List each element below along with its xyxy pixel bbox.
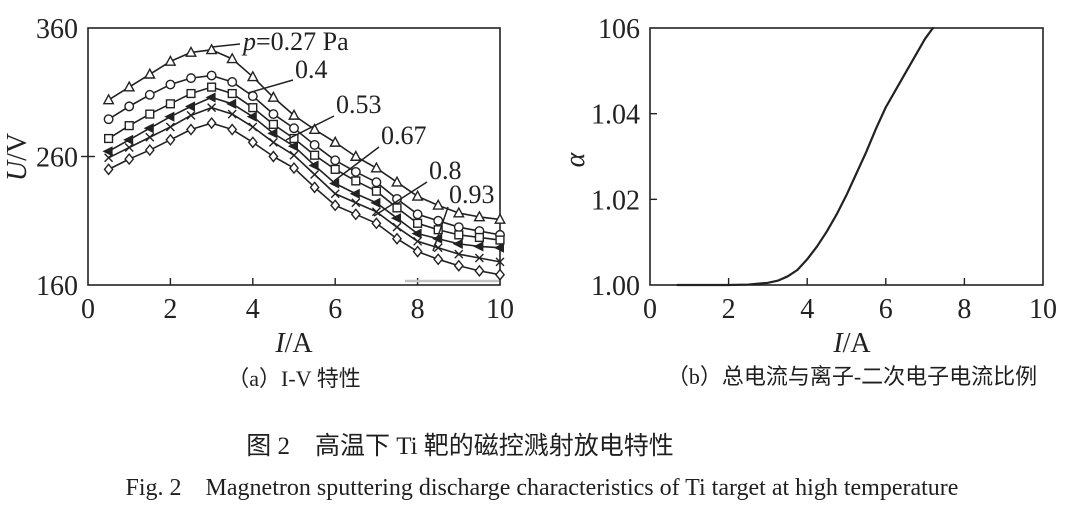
x-tick-label: 2: [163, 294, 177, 325]
series-alpha-curve: [676, 26, 935, 287]
panel-a-caption: （a）I-V 特性: [227, 366, 361, 391]
x-tick-label: 8: [411, 294, 425, 325]
y-tick-label: 160: [36, 271, 78, 302]
panel-b-caption: （b）总电流与离子-二次电子电流比例: [666, 364, 1038, 389]
x-tick-label: 8: [957, 294, 971, 325]
series-label-p-0-27-pa: p=0.27 Pa: [241, 27, 349, 56]
y-tick-label: 1.02: [591, 185, 640, 216]
x-tick-label: 6: [879, 294, 893, 325]
x-tick-label: 2: [722, 294, 736, 325]
figure-caption-chinese: 图 2 高温下 Ti 靶的磁控溅射放电特性: [246, 433, 674, 460]
y-tick-label: 360: [36, 14, 78, 45]
y-tick-label: 1.04: [591, 100, 640, 131]
x-tick-label: 4: [800, 294, 814, 325]
x-axis-title: I/A: [274, 328, 313, 359]
y-axis-title: α: [560, 151, 591, 167]
y-tick-label: 106: [598, 14, 640, 45]
x-axis-title: I/A: [832, 328, 871, 359]
x-tick-label: 0: [643, 294, 657, 325]
x-tick-label: 10: [1029, 294, 1057, 325]
axes: 0 2 4 6 8 10 1.00 1.02 1.04 106: [591, 14, 1057, 325]
series-0-67: [102, 92, 504, 253]
axes: 0 2 4 6 8 10 160 260 360: [36, 14, 514, 325]
series-label-0-4: 0.4: [295, 55, 328, 84]
series-p-0-27-pa: [102, 43, 506, 224]
pressure-annotations: p=0.27 Pa0.4 0.530.670.80.93: [211, 27, 495, 252]
x-tick-label: 4: [246, 294, 260, 325]
y-tick-label: 1.00: [591, 271, 640, 302]
series-label-0-93: 0.93: [449, 180, 495, 209]
chart-current-ratio: 0 2 4 6 8 10 1.00 1.02 1.04 106 I/A α: [560, 14, 1057, 359]
y-axis-title: U/V: [2, 133, 33, 181]
y-tick-label: 260: [36, 143, 78, 174]
series-0-4: [103, 70, 505, 240]
figure-caption-english: Fig. 2 Magnetron sputtering discharge ch…: [125, 475, 959, 501]
x-tick-label: 6: [328, 294, 342, 325]
series-label-0-67: 0.67: [381, 121, 427, 150]
series-label-0-53: 0.53: [336, 90, 382, 119]
series-label-0-8: 0.8: [429, 156, 462, 185]
series-0-53: [103, 82, 505, 245]
series-0-93: [103, 116, 506, 281]
x-tick-label: 0: [81, 294, 95, 325]
x-tick-label: 10: [486, 294, 514, 325]
